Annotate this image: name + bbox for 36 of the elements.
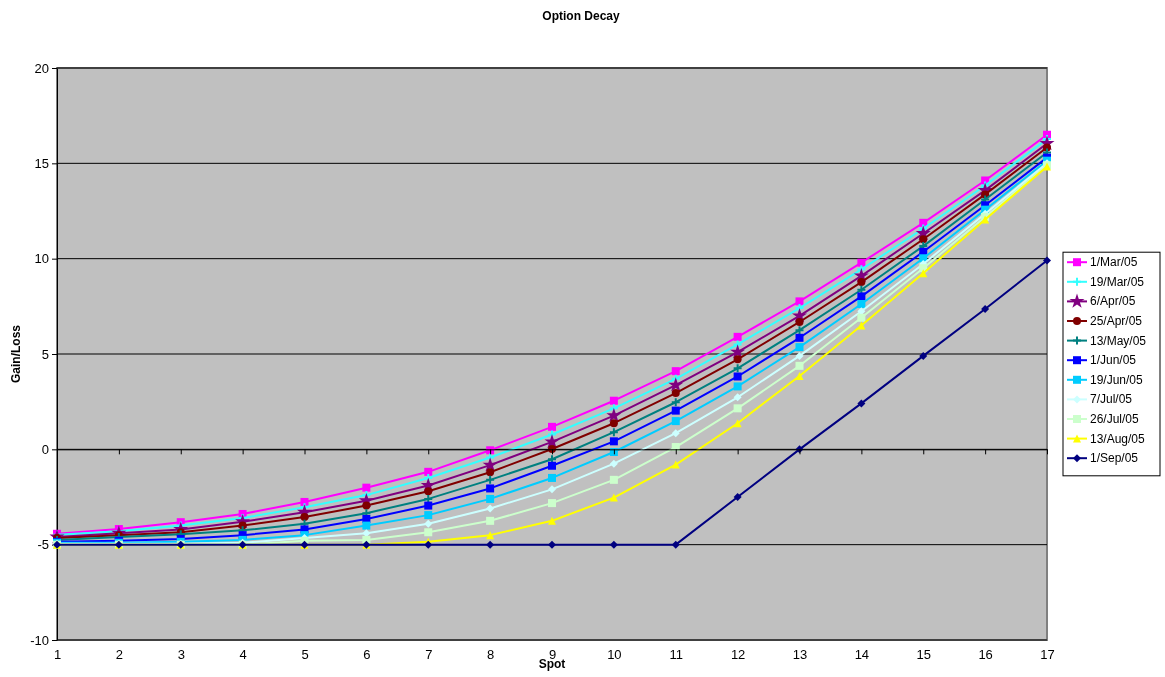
x-tick-label: 17 bbox=[1040, 647, 1055, 662]
legend-label: 1/Mar/05 bbox=[1090, 255, 1138, 270]
legend-label: 13/May/05 bbox=[1090, 333, 1147, 348]
x-tick-label: 16 bbox=[978, 647, 993, 662]
x-tick-label: 5 bbox=[301, 647, 309, 662]
legend-label: 19/Mar/05 bbox=[1090, 274, 1145, 289]
x-tick-label: 15 bbox=[916, 647, 931, 662]
x-tick-label: 7 bbox=[425, 647, 433, 662]
y-tick-label: 10 bbox=[34, 251, 49, 267]
legend-label: 19/Jun/05 bbox=[1090, 372, 1144, 387]
y-tick-label: 20 bbox=[34, 60, 49, 76]
legend-label: 6/Apr/05 bbox=[1090, 294, 1136, 309]
x-tick-label: 3 bbox=[177, 647, 185, 662]
x-tick-label: 12 bbox=[730, 647, 746, 662]
chart-title: Option Decay bbox=[542, 9, 620, 23]
legend-label: 7/Jul/05 bbox=[1090, 392, 1133, 407]
x-tick-label: 6 bbox=[363, 647, 371, 662]
y-tick-label: -5 bbox=[37, 537, 49, 553]
x-tick-label: 2 bbox=[115, 647, 123, 662]
y-tick-label: -10 bbox=[30, 632, 49, 648]
y-tick-label: 0 bbox=[41, 441, 49, 457]
x-tick-label: 11 bbox=[669, 647, 683, 662]
x-tick-label: 13 bbox=[792, 647, 808, 662]
x-tick-label: 8 bbox=[487, 647, 495, 662]
x-tick-label: 10 bbox=[607, 647, 622, 662]
legend-label: 26/Jul/05 bbox=[1090, 412, 1140, 426]
x-tick-label: 1 bbox=[53, 647, 62, 662]
legend-label: 1/Jun/05 bbox=[1090, 353, 1137, 368]
legend-label: 25/Apr/05 bbox=[1090, 314, 1143, 328]
y-tick-label: 15 bbox=[34, 155, 49, 171]
x-tick-label: 4 bbox=[239, 647, 247, 662]
y-tick-label: 5 bbox=[41, 346, 49, 362]
x-tick-label: 14 bbox=[854, 647, 870, 662]
y-axis-title: Gain/Loss bbox=[9, 324, 23, 384]
legend-label: 1/Sep/05 bbox=[1090, 451, 1139, 466]
legend-label: 13/Aug/05 bbox=[1090, 431, 1146, 446]
